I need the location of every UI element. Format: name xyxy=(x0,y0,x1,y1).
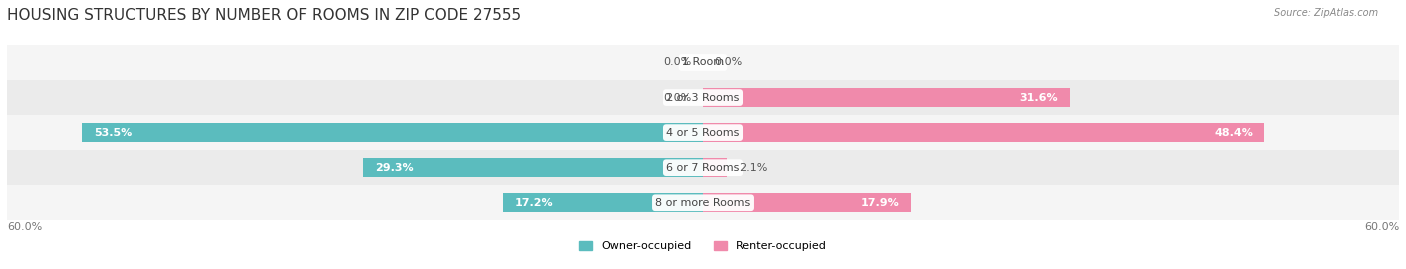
Text: HOUSING STRUCTURES BY NUMBER OF ROOMS IN ZIP CODE 27555: HOUSING STRUCTURES BY NUMBER OF ROOMS IN… xyxy=(7,8,522,23)
Text: 0.0%: 0.0% xyxy=(714,58,742,68)
Text: 0.0%: 0.0% xyxy=(664,58,692,68)
Bar xyxy=(7,80,1399,115)
Bar xyxy=(83,123,703,142)
Text: 60.0%: 60.0% xyxy=(7,222,42,232)
Bar xyxy=(703,123,1264,142)
Legend: Owner-occupied, Renter-occupied: Owner-occupied, Renter-occupied xyxy=(575,237,831,256)
Bar xyxy=(703,193,911,213)
Bar xyxy=(363,158,703,177)
Text: 4 or 5 Rooms: 4 or 5 Rooms xyxy=(666,128,740,138)
Text: Source: ZipAtlas.com: Source: ZipAtlas.com xyxy=(1274,8,1378,18)
Text: 0.0%: 0.0% xyxy=(664,93,692,102)
Text: 48.4%: 48.4% xyxy=(1213,128,1253,138)
Bar xyxy=(503,193,703,213)
Text: 8 or more Rooms: 8 or more Rooms xyxy=(655,198,751,208)
Bar xyxy=(703,158,727,177)
Text: 2.1%: 2.1% xyxy=(740,163,768,173)
Text: 29.3%: 29.3% xyxy=(374,163,413,173)
Bar xyxy=(7,185,1399,220)
Bar xyxy=(7,45,1399,80)
Text: 31.6%: 31.6% xyxy=(1019,93,1057,102)
Text: 1 Room: 1 Room xyxy=(682,58,724,68)
Bar xyxy=(703,88,1070,107)
Text: 60.0%: 60.0% xyxy=(1364,222,1399,232)
Text: 6 or 7 Rooms: 6 or 7 Rooms xyxy=(666,163,740,173)
Bar xyxy=(7,115,1399,150)
Text: 2 or 3 Rooms: 2 or 3 Rooms xyxy=(666,93,740,102)
Text: 17.2%: 17.2% xyxy=(515,198,554,208)
Text: 17.9%: 17.9% xyxy=(860,198,898,208)
Text: 53.5%: 53.5% xyxy=(94,128,132,138)
Bar xyxy=(7,150,1399,185)
